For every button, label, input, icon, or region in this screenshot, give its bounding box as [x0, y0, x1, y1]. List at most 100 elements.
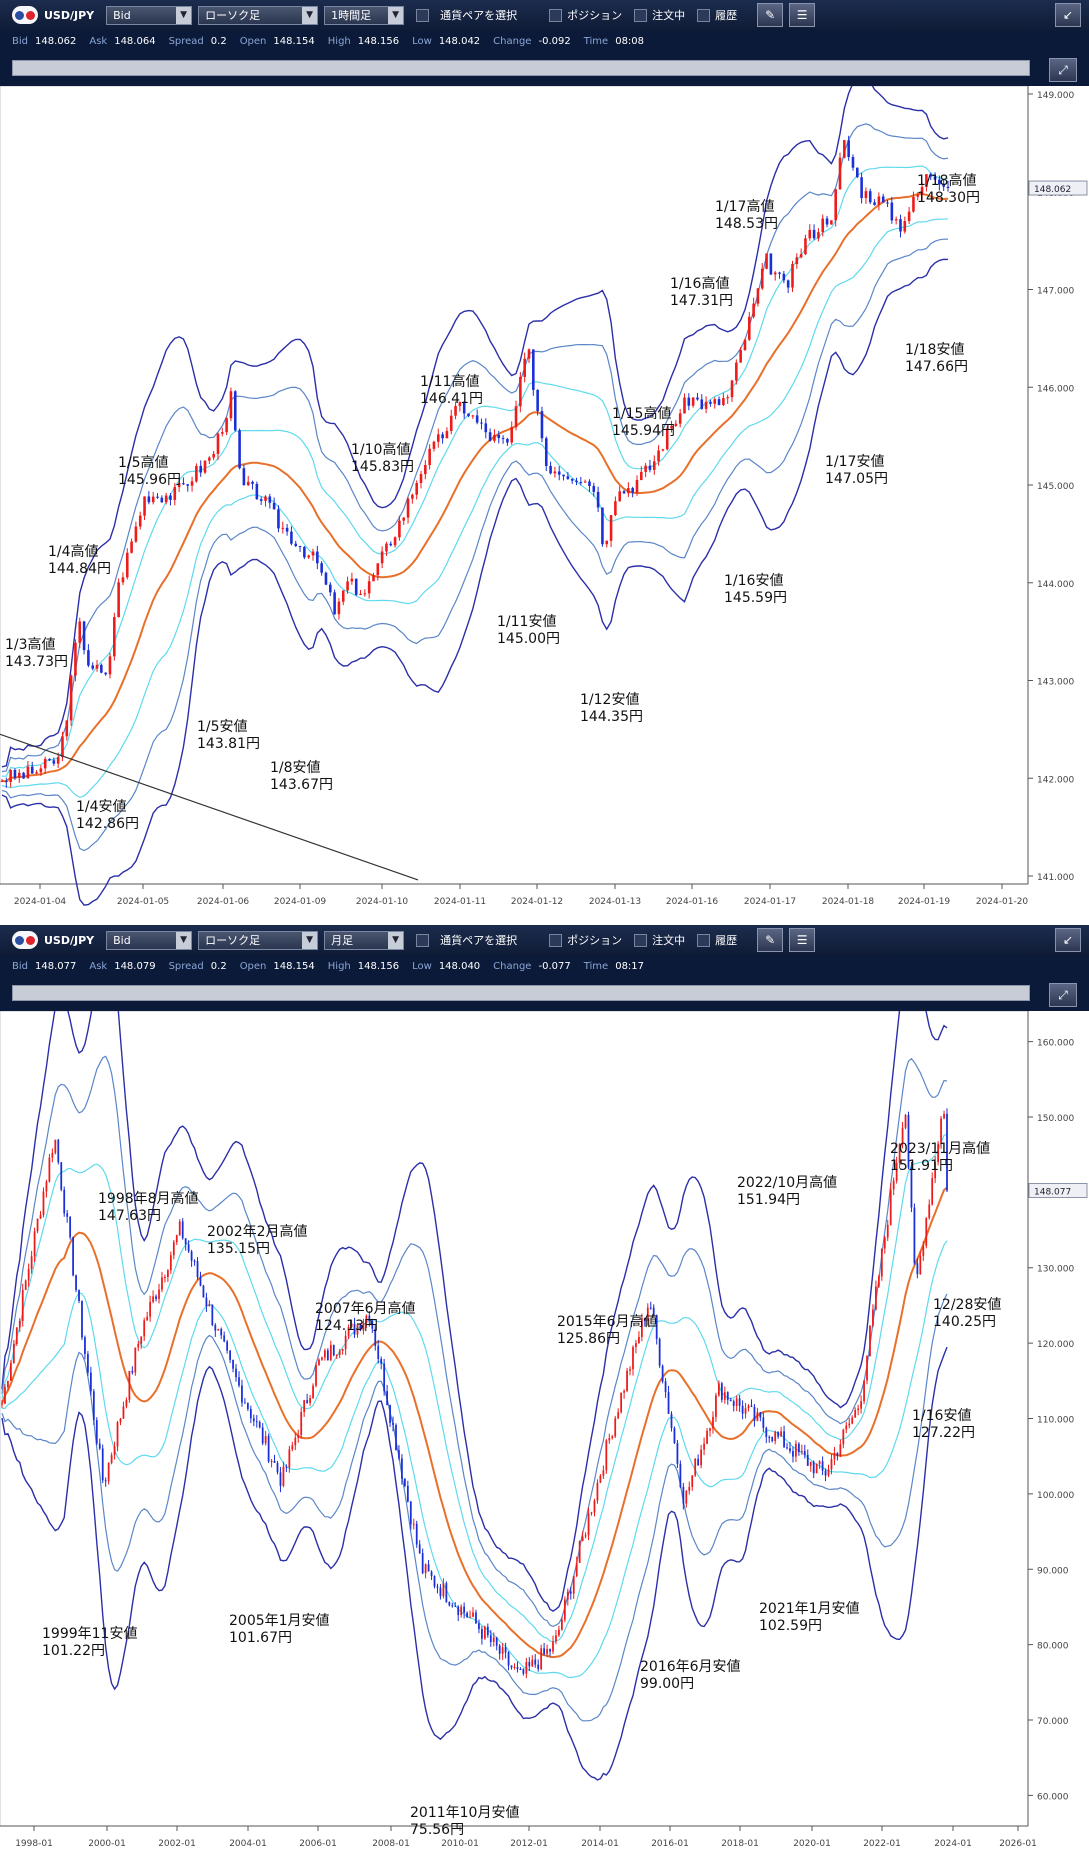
candle-body — [773, 272, 777, 275]
candle-body — [715, 1395, 717, 1417]
candle-body — [825, 218, 829, 225]
candle-body — [497, 434, 501, 439]
annotation-value: 140.25円 — [933, 1314, 996, 1330]
candle-body — [43, 758, 47, 769]
candle-body — [338, 1350, 341, 1355]
candle-body — [462, 402, 466, 414]
candle-body — [282, 1466, 285, 1486]
annotation-title: 1/4安値 — [76, 799, 127, 815]
candle-body — [199, 465, 202, 473]
chart-type-value: ローソク足 — [205, 9, 261, 22]
bid-ask-select[interactable]: Bid ▼ — [106, 5, 193, 25]
navigator-expand-button[interactable]: ⤢ — [1049, 983, 1077, 1007]
candle-body — [454, 405, 457, 416]
candle-body — [376, 563, 380, 576]
candle-body — [537, 1664, 540, 1670]
candle-body — [833, 1452, 836, 1460]
candle-body — [63, 1189, 66, 1214]
band-lower-1sigma — [1, 218, 949, 799]
candle-body — [411, 494, 414, 499]
pair-label: USD/JPY — [44, 8, 95, 22]
candle-body — [889, 1189, 892, 1225]
candle-body — [350, 578, 354, 582]
timeframe-select[interactable]: 月足 ▼ — [324, 930, 405, 950]
candle-body — [324, 572, 328, 585]
orders-checkbox[interactable]: 注文中 — [634, 932, 685, 948]
monthly-chart-plot[interactable]: 160.000150.000140.000130.000120.000110.0… — [0, 1011, 1089, 1866]
select-pair-checkbox[interactable]: 通貨ペアを選択 — [416, 7, 517, 23]
candle-body — [682, 1487, 685, 1504]
candle-body — [328, 584, 332, 593]
y-tick-label: 147.000 — [1037, 287, 1074, 297]
chart-tool-button[interactable]: ✎ — [757, 3, 784, 27]
candle-body — [255, 483, 259, 500]
candle-body — [285, 527, 289, 532]
timeframe-select[interactable]: 1時間足 ▼ — [324, 5, 405, 25]
checkbox-icon — [416, 933, 430, 947]
chart-tool-button[interactable]: ✎ — [757, 928, 784, 952]
candle-body — [449, 415, 453, 432]
candle-body — [12, 1343, 15, 1364]
bid-ask-select[interactable]: Bid ▼ — [106, 930, 193, 950]
candle-body — [7, 1380, 9, 1388]
y-tick-label: 146.000 — [1037, 384, 1074, 394]
navigator-scrollbar[interactable] — [12, 985, 1030, 1001]
orders-label: 注文中 — [652, 9, 686, 22]
candle-body — [877, 196, 881, 205]
navigator-expand-button[interactable]: ⤢ — [1049, 58, 1077, 82]
history-checkbox[interactable]: 履歴 — [697, 7, 737, 23]
arrow-down-left-icon: ↙ — [1062, 8, 1074, 22]
candle-body — [235, 1368, 237, 1378]
position-checkbox[interactable]: ポジション — [549, 7, 622, 23]
chart-settings-button[interactable]: ☰ — [789, 928, 816, 952]
collapse-button[interactable]: ↙ — [1055, 928, 1081, 952]
candle-body — [847, 140, 850, 158]
collapse-button[interactable]: ↙ — [1055, 3, 1081, 27]
position-checkbox[interactable]: ポジション — [549, 932, 622, 948]
position-label: ポジション — [567, 9, 623, 22]
candle-body — [190, 481, 194, 486]
candle-body — [851, 1417, 854, 1424]
candle-body — [309, 1398, 311, 1403]
x-tick-label: 2024-01-17 — [744, 897, 796, 907]
chart-type-select[interactable]: ローソク足 ▼ — [198, 930, 319, 950]
candle-body — [91, 665, 95, 669]
candle-body — [294, 543, 298, 547]
x-tick-label: 2014-01 — [581, 1839, 619, 1849]
candle-body — [583, 481, 587, 483]
candle-body — [108, 656, 112, 675]
candle-body — [925, 174, 928, 187]
candle-body — [406, 498, 410, 518]
candle-body — [493, 434, 496, 441]
candle-body — [938, 179, 941, 185]
x-tick-label: 2024-01-20 — [976, 897, 1029, 907]
candle-body — [812, 229, 816, 239]
candle-body — [264, 1436, 267, 1444]
candle-body — [851, 157, 855, 168]
candle-body — [122, 1406, 125, 1419]
candle-body — [324, 1350, 326, 1358]
candle-body — [158, 1289, 160, 1300]
candle-body — [557, 471, 561, 475]
chart-settings-button[interactable]: ☰ — [789, 3, 816, 27]
band-upper-1sigma — [1, 1133, 948, 1643]
candle-body — [268, 496, 272, 503]
history-checkbox[interactable]: 履歴 — [697, 932, 737, 948]
moving-average-line — [1, 1186, 948, 1659]
candle-body — [466, 1612, 468, 1618]
candle-body — [817, 232, 820, 239]
candle-body — [635, 480, 639, 493]
open-value: 148.154 — [273, 960, 315, 972]
candle-body — [484, 423, 488, 433]
orders-checkbox[interactable]: 注文中 — [634, 7, 685, 23]
candle-body — [747, 1405, 750, 1409]
candle-body — [424, 1564, 427, 1574]
navigator-scrollbar[interactable] — [12, 60, 1030, 76]
candle-body — [872, 1309, 874, 1326]
select-pair-checkbox[interactable]: 通貨ペアを選択 — [416, 932, 517, 948]
hourly-chart-plot[interactable]: 149.000148.000147.000146.000145.000144.0… — [0, 86, 1089, 920]
candle-body — [475, 1612, 477, 1624]
chevron-down-icon: ▼ — [176, 6, 192, 24]
candle-body — [836, 1452, 839, 1456]
chart-type-select[interactable]: ローソク足 ▼ — [198, 5, 319, 25]
